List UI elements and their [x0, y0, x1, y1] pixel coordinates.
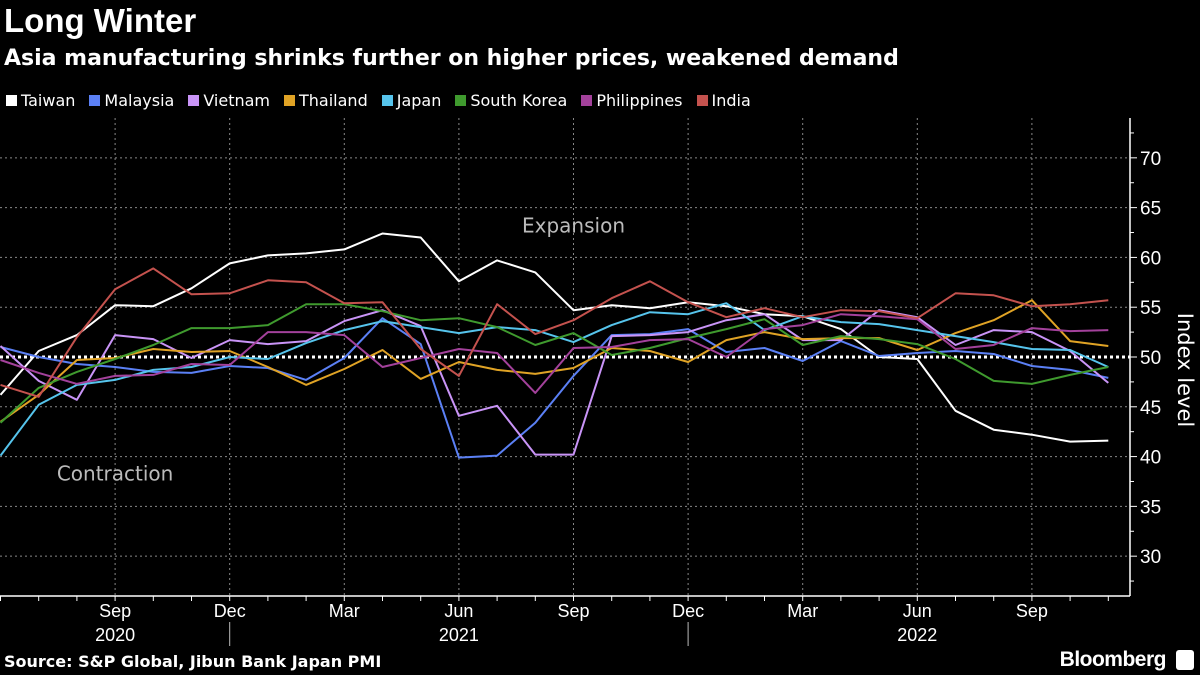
series-line-thailand: [0, 299, 1109, 423]
x-tick-label: Sep: [99, 601, 131, 621]
legend-swatch: [284, 95, 296, 106]
y-axis-label: Index level: [1173, 313, 1197, 427]
y-tick-label: 40: [1140, 448, 1161, 469]
legend: Taiwan Malaysia Vietnam Thailand Japan South …: [6, 91, 751, 110]
legend-label: Malaysia: [104, 91, 175, 110]
legend-item: South Korea: [455, 91, 567, 110]
legend-item: Philippines: [581, 91, 683, 110]
x-tick-label: Mar: [787, 601, 818, 621]
x-tick-label: Sep: [1016, 601, 1048, 621]
series-line-malaysia: [0, 317, 1109, 459]
legend-item: Japan: [381, 91, 442, 110]
legend-swatch: [581, 95, 593, 106]
y-tick-label: 45: [1140, 398, 1161, 419]
legend-label: Philippines: [596, 91, 683, 110]
legend-label: Japan: [396, 91, 442, 110]
legend-item: Thailand: [284, 91, 368, 110]
legend-label: South Korea: [470, 91, 568, 110]
series-line-japan: [0, 302, 1109, 457]
series-line-taiwan: [0, 232, 1109, 443]
legend-item: India: [696, 91, 751, 110]
legend-swatch: [455, 95, 467, 106]
x-year-label: 2020: [95, 625, 135, 645]
y-tick-label: 60: [1140, 248, 1161, 269]
x-tick-label: Dec: [672, 601, 704, 621]
legend-swatch: [6, 95, 17, 106]
x-tick-label: Jun: [903, 601, 932, 621]
annotation-label: Expansion: [522, 214, 625, 238]
y-tick-label: 55: [1140, 298, 1161, 319]
x-year-label: 2022: [897, 625, 937, 645]
legend-swatch: [89, 95, 101, 106]
x-year-label: 2021: [439, 625, 479, 645]
y-tick-label: 70: [1140, 149, 1161, 170]
y-tick-label: 30: [1140, 547, 1161, 568]
legend-swatch: [696, 95, 708, 106]
x-tick-label: Mar: [329, 601, 360, 621]
chart-title: Long Winter: [4, 2, 197, 39]
legend-item: Taiwan: [6, 91, 75, 110]
bloomberg-terminal-icon: [1176, 650, 1194, 670]
legend-label: Thailand: [299, 91, 368, 110]
series-line-philippines: [0, 313, 1109, 394]
legend-label: Taiwan: [21, 91, 76, 110]
legend-swatch: [381, 95, 393, 106]
x-tick-label: Sep: [557, 601, 589, 621]
y-tick-label: 65: [1140, 199, 1161, 220]
legend-label: Vietnam: [203, 91, 271, 110]
series-line-india: [0, 267, 1109, 398]
legend-swatch: [188, 95, 200, 106]
series-line-vietnam: [0, 309, 1109, 456]
x-tick-label: Jun: [444, 601, 473, 621]
brand-logo: Bloomberg: [1059, 648, 1167, 671]
x-tick-label: Dec: [214, 601, 246, 621]
legend-label: India: [711, 91, 751, 110]
chart-subtitle: Asia manufacturing shrinks further on hi…: [4, 46, 899, 71]
source-note: Source: S&P Global, Jibun Bank Japan PMI: [4, 652, 382, 671]
y-tick-label: 50: [1140, 348, 1161, 369]
series-line-south-korea: [0, 303, 1109, 424]
annotation-label: Contraction: [57, 462, 174, 486]
legend-item: Vietnam: [188, 91, 270, 110]
legend-item: Malaysia: [89, 91, 174, 110]
y-tick-label: 35: [1140, 497, 1161, 518]
